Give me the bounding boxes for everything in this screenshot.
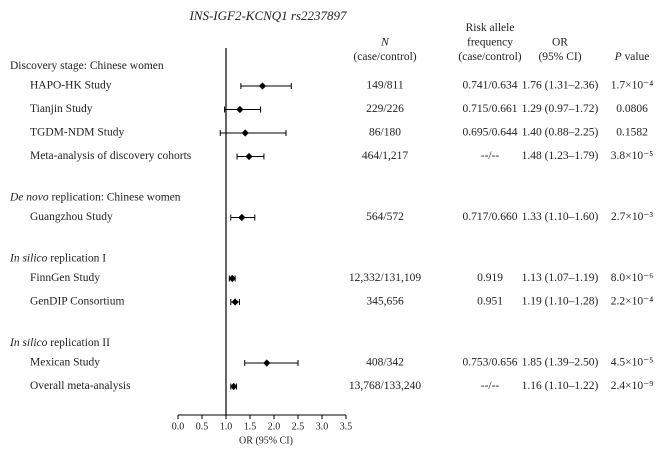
- p-value: 4.5×10⁻⁵: [611, 357, 653, 369]
- sample-size: 408/342: [366, 357, 404, 369]
- group-title: Discovery stage: Chinese women: [10, 60, 164, 72]
- allele-frequency: 0.741/0.634: [463, 80, 518, 92]
- group-title-part: De novo: [9, 191, 49, 203]
- column-header-part: (95% CI): [538, 51, 581, 63]
- odds-ratio: 1.16 (1.10–1.22): [522, 380, 599, 392]
- x-tick-label: 0.5: [196, 421, 209, 432]
- p-value: 2.2×10⁻⁴: [611, 296, 653, 308]
- group-title: In silico replication I: [9, 252, 106, 264]
- chart-title: INS-IGF2-KCNQ1 rs2237897: [188, 8, 347, 23]
- group-title-part: replication: Chinese women: [49, 191, 181, 203]
- point-estimate: [228, 274, 236, 283]
- study-name: Mexican Study: [30, 357, 100, 369]
- sample-size: 564/572: [366, 211, 404, 223]
- p-value: 2.4×10⁻⁹: [611, 380, 653, 392]
- x-tick-label: 2.0: [268, 421, 281, 432]
- x-axis-label: OR (95% CI): [239, 435, 293, 446]
- group-title-part: replication I: [47, 252, 106, 264]
- allele-frequency: 0.717/0.660: [463, 211, 518, 223]
- sample-size: 86/180: [369, 127, 401, 139]
- sample-size: 149/811: [366, 80, 404, 92]
- p-value: 3.8×10⁻⁵: [611, 150, 653, 162]
- allele-frequency: 0.715/0.661: [463, 103, 518, 115]
- x-tick-label: 3.0: [316, 421, 329, 432]
- odds-ratio: 1.19 (1.10–1.28): [522, 296, 599, 308]
- study-name: GenDIP Consortium: [30, 296, 125, 308]
- allele-frequency: 0.919: [477, 272, 503, 284]
- sample-size: 345,656: [366, 296, 404, 308]
- odds-ratio: 1.33 (1.10–1.60): [522, 211, 599, 223]
- column-header-part: value: [622, 51, 650, 63]
- sample-size: 229/226: [366, 103, 404, 115]
- study-name: Tianjin Study: [30, 103, 93, 115]
- allele-frequency: 0.695/0.644: [463, 127, 518, 139]
- study-name: Meta-analysis of discovery cohorts: [30, 150, 192, 162]
- allele-frequency: --/--: [481, 150, 500, 162]
- p-value: 0.1582: [616, 127, 648, 139]
- point-estimate: [230, 382, 238, 391]
- column-header: (case/control): [353, 51, 416, 63]
- column-header: (case/control): [458, 51, 521, 63]
- odds-ratio: 1.76 (1.31–2.36): [522, 80, 599, 92]
- point-estimate: [245, 152, 253, 161]
- point-estimate: [263, 359, 271, 367]
- p-value: 1.7×10⁻⁴: [611, 80, 653, 92]
- odds-ratio: 1.29 (0.97–1.72): [522, 103, 599, 115]
- sample-size: 12,332/131,109: [349, 272, 421, 284]
- sample-size: 13,768/133,240: [349, 380, 421, 392]
- study-name: TGDM-NDM Study: [30, 127, 124, 139]
- column-header: OR: [552, 36, 568, 48]
- p-value: 8.0×10⁻⁶: [611, 272, 653, 284]
- x-tick-label: 1.0: [220, 421, 233, 432]
- x-tick-label: 0.0: [172, 421, 185, 432]
- odds-ratio: 1.13 (1.07–1.19): [522, 272, 599, 284]
- column-header-part: P: [614, 51, 622, 63]
- x-tick-label: 3.5: [340, 421, 353, 432]
- column-header-part: N: [380, 36, 390, 48]
- study-name: HAPO-HK Study: [30, 80, 112, 92]
- group-title-part: In silico: [9, 337, 48, 349]
- column-header-part: (case/control): [353, 51, 416, 63]
- point-estimate: [231, 298, 239, 306]
- odds-ratio: 1.48 (1.23–1.79): [522, 150, 599, 162]
- group-title: In silico replication II: [9, 337, 110, 349]
- group-title-part: In silico: [9, 252, 48, 264]
- column-header-part: (case/control): [458, 51, 521, 63]
- point-estimate: [238, 213, 246, 222]
- column-header: frequency: [467, 36, 513, 48]
- x-tick-label: 1.5: [244, 421, 257, 432]
- odds-ratio: 1.40 (0.88–2.25): [522, 127, 599, 139]
- x-tick-label: 2.5: [292, 421, 305, 432]
- allele-frequency: --/--: [481, 380, 500, 392]
- study-name: Guangzhou Study: [30, 211, 113, 223]
- column-header: P value: [614, 51, 650, 63]
- column-header-part: OR: [552, 36, 568, 48]
- study-name: FinnGen Study: [30, 272, 100, 284]
- column-header-part: frequency: [467, 36, 513, 48]
- column-header-part: Risk allele: [466, 22, 515, 34]
- group-title: De novo replication: Chinese women: [9, 191, 181, 203]
- sample-size: 464/1,217: [362, 150, 409, 162]
- point-estimate: [241, 129, 249, 137]
- group-title-part: replication II: [47, 337, 110, 349]
- column-header: N: [380, 36, 390, 48]
- odds-ratio: 1.85 (1.39–2.50): [522, 357, 599, 369]
- column-header: Risk allele: [466, 22, 515, 34]
- p-value: 2.7×10⁻³: [611, 211, 653, 223]
- allele-frequency: 0.753/0.656: [463, 357, 518, 369]
- point-estimate: [258, 82, 267, 90]
- point-estimate: [236, 105, 244, 114]
- group-title-part: Discovery stage: Chinese women: [10, 60, 164, 72]
- allele-frequency: 0.951: [477, 296, 503, 308]
- column-header: (95% CI): [538, 51, 581, 63]
- study-name: Overall meta-analysis: [30, 380, 131, 392]
- p-value: 0.0806: [616, 103, 648, 115]
